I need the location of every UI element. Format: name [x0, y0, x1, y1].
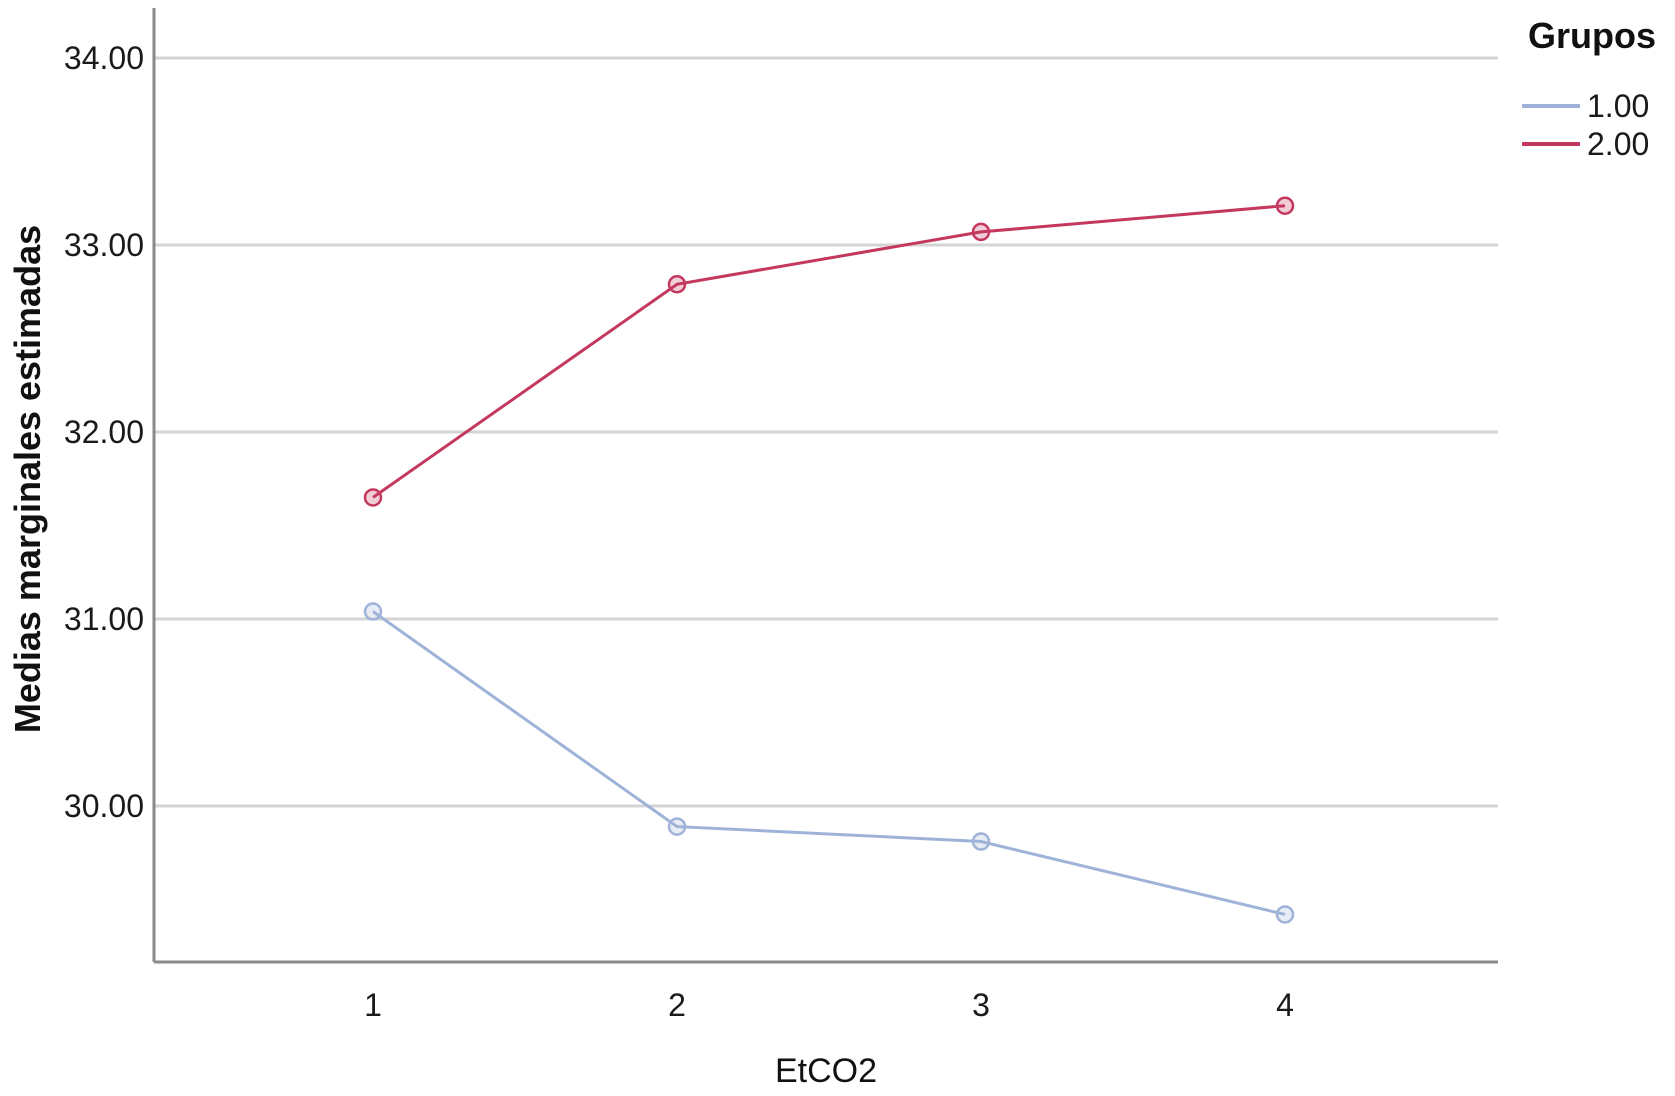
- axes: [152, 8, 1498, 964]
- data-point: [971, 222, 991, 242]
- legend: Grupos 1.002.00: [1522, 15, 1656, 162]
- series-line: [372, 610, 1286, 916]
- x-tick-label: 2: [668, 987, 686, 1023]
- x-tick-label: 3: [972, 987, 990, 1023]
- y-tick-label: 31.00: [64, 601, 144, 637]
- x-axis-title: EtCO2: [775, 1052, 877, 1090]
- data-point: [667, 817, 687, 836]
- y-tick-label: 34.00: [64, 40, 144, 76]
- x-tick-label: 4: [1276, 987, 1294, 1023]
- y-axis-title: Medias marginales estimadas: [7, 225, 48, 733]
- y-tick-labels: 30.00 31.00 32.00 33.00 34.00: [64, 40, 144, 824]
- series-2: [363, 196, 1295, 507]
- series-1: [363, 602, 1295, 924]
- data-point: [971, 832, 991, 851]
- series-lines: [363, 196, 1295, 924]
- gridlines: [154, 56, 1498, 808]
- data-point: [363, 602, 383, 621]
- data-point: [1275, 905, 1295, 924]
- data-point: [363, 488, 383, 507]
- y-tick-label: 32.00: [64, 414, 144, 450]
- data-point: [1275, 196, 1295, 215]
- data-point: [667, 275, 687, 294]
- legend-title: Grupos: [1528, 15, 1656, 56]
- y-tick-label: 30.00: [64, 788, 144, 824]
- x-tick-label: 1: [364, 987, 382, 1023]
- y-tick-label: 33.00: [64, 227, 144, 263]
- series-line: [372, 204, 1286, 499]
- x-tick-labels: 1 2 3 4: [364, 987, 1294, 1023]
- legend-label: 1.00: [1587, 88, 1649, 124]
- legend-label: 2.00: [1587, 126, 1649, 162]
